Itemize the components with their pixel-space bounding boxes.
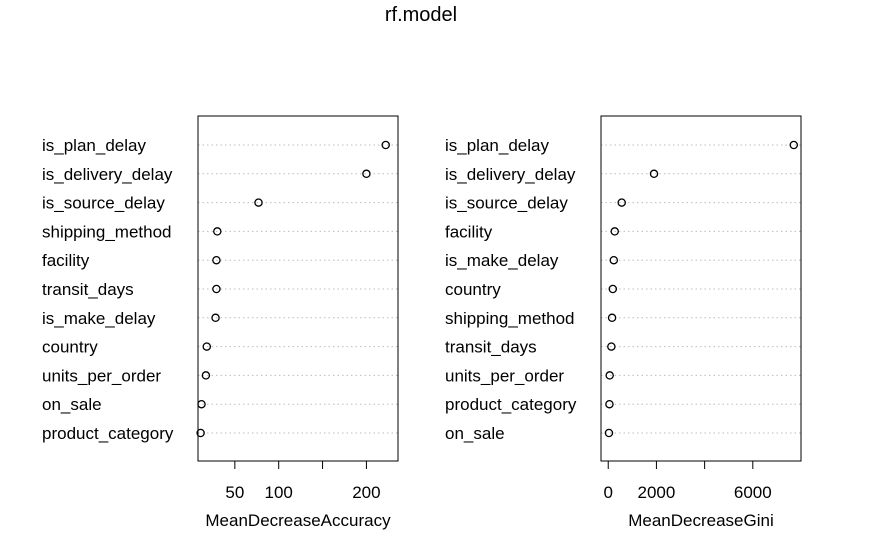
category-label: facility <box>42 251 90 270</box>
category-label: is_make_delay <box>445 251 559 270</box>
data-point <box>609 255 619 265</box>
panel-mean-decrease-gini: is_plan_delay is_delivery_delay is_source_… <box>445 115 802 530</box>
data-point <box>607 342 616 351</box>
category-label: product_category <box>445 395 577 414</box>
data-point <box>605 399 614 409</box>
x-tick-label: 0 <box>603 483 612 502</box>
data-point <box>201 371 211 380</box>
x-axis-label: MeanDecreaseAccuracy <box>205 511 391 530</box>
data-point <box>608 284 618 294</box>
category-label: on_sale <box>42 395 102 414</box>
data-point <box>212 255 221 265</box>
category-label: transit_days <box>42 280 134 299</box>
data-point <box>254 198 263 207</box>
category-label: is_source_delay <box>42 194 165 213</box>
category-label: is_plan_delay <box>445 136 549 155</box>
category-label: country <box>42 338 98 357</box>
data-point <box>617 198 626 207</box>
data-point <box>789 140 799 150</box>
category-label: on_sale <box>445 424 505 443</box>
category-label: is_delivery_delay <box>445 165 576 184</box>
category-label: is_plan_delay <box>42 136 146 155</box>
data-point <box>605 371 614 380</box>
data-point <box>649 169 659 179</box>
data-point <box>211 313 220 323</box>
category-label: shipping_method <box>42 222 171 241</box>
category-label: facility <box>445 222 493 241</box>
category-label: is_source_delay <box>445 194 568 213</box>
category-label: is_delivery_delay <box>42 165 173 184</box>
category-label: units_per_order <box>445 366 564 385</box>
x-tick-label: 6000 <box>734 483 772 502</box>
data-point <box>607 313 617 323</box>
x-tick-label: 2000 <box>638 483 676 502</box>
data-point <box>381 140 390 150</box>
category-label: is_make_delay <box>42 309 156 328</box>
chart-title: rf.model <box>385 4 457 26</box>
x-tick-label: 200 <box>352 483 380 502</box>
category-label: units_per_order <box>42 366 161 385</box>
category-label: shipping_method <box>445 309 574 328</box>
data-point <box>196 428 205 438</box>
category-label: product_category <box>42 424 174 443</box>
x-tick-label: 100 <box>265 483 293 502</box>
data-point <box>362 169 371 179</box>
x-axis-label: MeanDecreaseGini <box>628 511 774 530</box>
data-point <box>212 284 221 294</box>
panel-mean-decrease-accuracy: is_plan_delay is_delivery_delay is_source_… <box>42 115 399 530</box>
data-point <box>610 227 619 236</box>
data-point <box>202 342 212 351</box>
category-label: transit_days <box>445 338 537 357</box>
data-point <box>604 428 614 438</box>
x-tick-label: 50 <box>225 483 244 502</box>
category-label: country <box>445 280 501 299</box>
data-point <box>213 227 222 236</box>
